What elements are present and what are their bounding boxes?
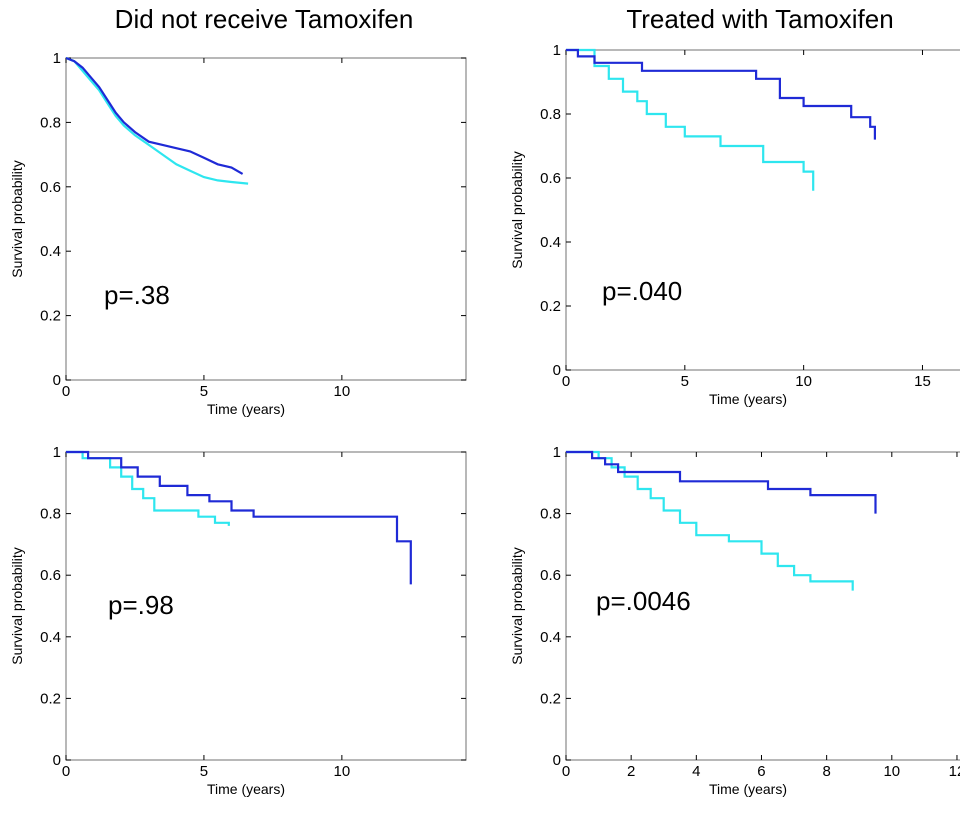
survival-curve-dark-series (566, 48, 876, 140)
p-value-annotation: p=.0046 (596, 586, 691, 616)
y-tick-label: 0.6 (540, 567, 561, 584)
left-column-title: Did not receive Tamoxifen (114, 4, 414, 34)
plot-frame (565, 451, 960, 761)
survival-curve-dark-series (66, 450, 412, 585)
survival-curve-light-series (66, 56, 249, 185)
y-tick-label: 0 (53, 752, 61, 769)
y-tick-label: 1 (53, 50, 61, 67)
y-axis-label: Survival probability (9, 547, 25, 665)
y-tick-label: 0.4 (540, 629, 561, 646)
y-tick-label: 0.6 (540, 170, 561, 187)
y-tick-label: 0.4 (40, 629, 61, 646)
x-tick-label: 5 (200, 383, 208, 400)
x-axis-label: Time (years) (709, 781, 787, 797)
survival-curve-light-series (566, 48, 815, 191)
x-tick-label: 10 (334, 383, 351, 400)
x-tick-label: 8 (822, 763, 830, 780)
p-value-annotation: p=.38 (104, 280, 170, 310)
y-tick-label: 0 (53, 372, 61, 389)
y-tick-label: 0.2 (540, 690, 561, 707)
y-tick-label: 0.8 (40, 114, 61, 131)
x-tick-label: 10 (795, 373, 812, 390)
y-tick-label: 0.6 (40, 567, 61, 584)
x-axis-label: Time (years) (207, 781, 285, 797)
y-tick-label: 1 (553, 42, 561, 59)
y-tick-label: 1 (53, 444, 61, 461)
x-tick-label: 10 (334, 763, 351, 780)
y-tick-label: 0.8 (540, 106, 561, 123)
y-tick-label: 0.4 (540, 234, 561, 251)
y-tick-label: 0 (553, 752, 561, 769)
x-tick-label: 5 (200, 763, 208, 780)
y-tick-label: 0.2 (40, 690, 61, 707)
x-tick-label: 6 (757, 763, 765, 780)
plot-frame (565, 49, 960, 371)
right-column-title: Treated with Tamoxifen (626, 4, 894, 34)
y-tick-label: 0.2 (40, 308, 61, 325)
plot-frame (65, 57, 467, 381)
y-tick-label: 0.8 (540, 506, 561, 523)
y-axis-label: Survival probability (509, 547, 525, 665)
y-tick-label: 0.2 (540, 298, 561, 315)
x-tick-label: 12 (949, 763, 960, 780)
y-tick-label: 0.8 (40, 506, 61, 523)
x-tick-label: 4 (692, 763, 700, 780)
x-tick-label: 0 (562, 373, 570, 390)
y-tick-label: 0.6 (40, 179, 61, 196)
plot-frame (65, 451, 467, 761)
x-axis-label: Time (years) (709, 391, 787, 407)
y-tick-label: 0 (553, 362, 561, 379)
x-tick-label: 0 (62, 383, 70, 400)
y-axis-label: Survival probability (9, 160, 25, 278)
x-tick-label: 0 (62, 763, 70, 780)
survival-curve-dark-series (566, 450, 877, 514)
x-tick-label: 5 (681, 373, 689, 390)
survival-curve-light-series (566, 450, 854, 591)
y-tick-label: 0.4 (40, 243, 61, 260)
p-value-annotation: p=.040 (602, 276, 682, 306)
x-tick-label: 0 (562, 763, 570, 780)
x-tick-label: 2 (627, 763, 635, 780)
x-tick-label: 10 (883, 763, 900, 780)
p-value-annotation: p=.98 (108, 590, 174, 620)
x-tick-label: 15 (914, 373, 931, 390)
y-tick-label: 1 (553, 444, 561, 461)
chart-panel-bottom-right: 00.20.40.60.81024681012Time (years)Survi… (509, 444, 960, 797)
survival-curve-light-series (66, 450, 230, 526)
x-axis-label: Time (years) (207, 401, 285, 417)
y-axis-label: Survival probability (509, 151, 525, 269)
survival-curve-dark-series (66, 56, 244, 175)
